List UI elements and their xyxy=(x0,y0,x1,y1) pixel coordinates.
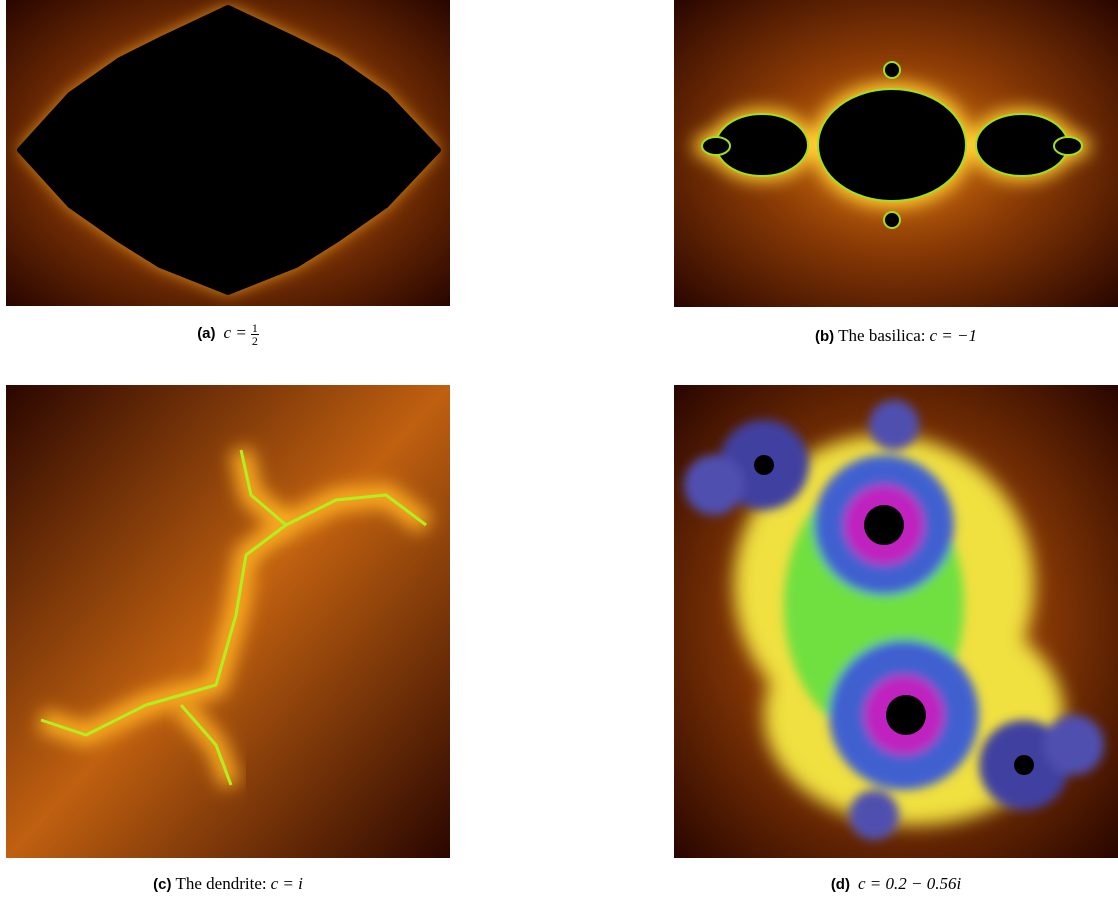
caption-math: c = i xyxy=(271,874,303,893)
fractal-a xyxy=(6,0,450,306)
fractal-d xyxy=(674,385,1118,858)
caption-label: (b) xyxy=(815,328,834,345)
caption: (b)The basilica:c = −1 xyxy=(674,326,1118,346)
denominator: 2 xyxy=(251,335,259,347)
caption-math: c = xyxy=(224,323,247,342)
page: (a) c =12 (b)The basilica:c = −1 (c)The d… xyxy=(0,0,1118,905)
caption-text: The dendrite: xyxy=(175,874,266,893)
caption: (d) c = 0.2 − 0.56i xyxy=(674,874,1118,894)
caption-label: (a) xyxy=(197,325,215,342)
caption-text: The basilica: xyxy=(838,326,925,345)
fractal-c xyxy=(6,385,450,858)
fractal-b xyxy=(674,0,1118,307)
caption-math: c = 0.2 − 0.56i xyxy=(858,874,961,893)
caption-label: (d) xyxy=(831,876,850,893)
caption: (c)The dendrite: c = i xyxy=(6,874,450,894)
caption-label: (c) xyxy=(153,876,171,893)
caption-math: c = −1 xyxy=(929,326,977,345)
